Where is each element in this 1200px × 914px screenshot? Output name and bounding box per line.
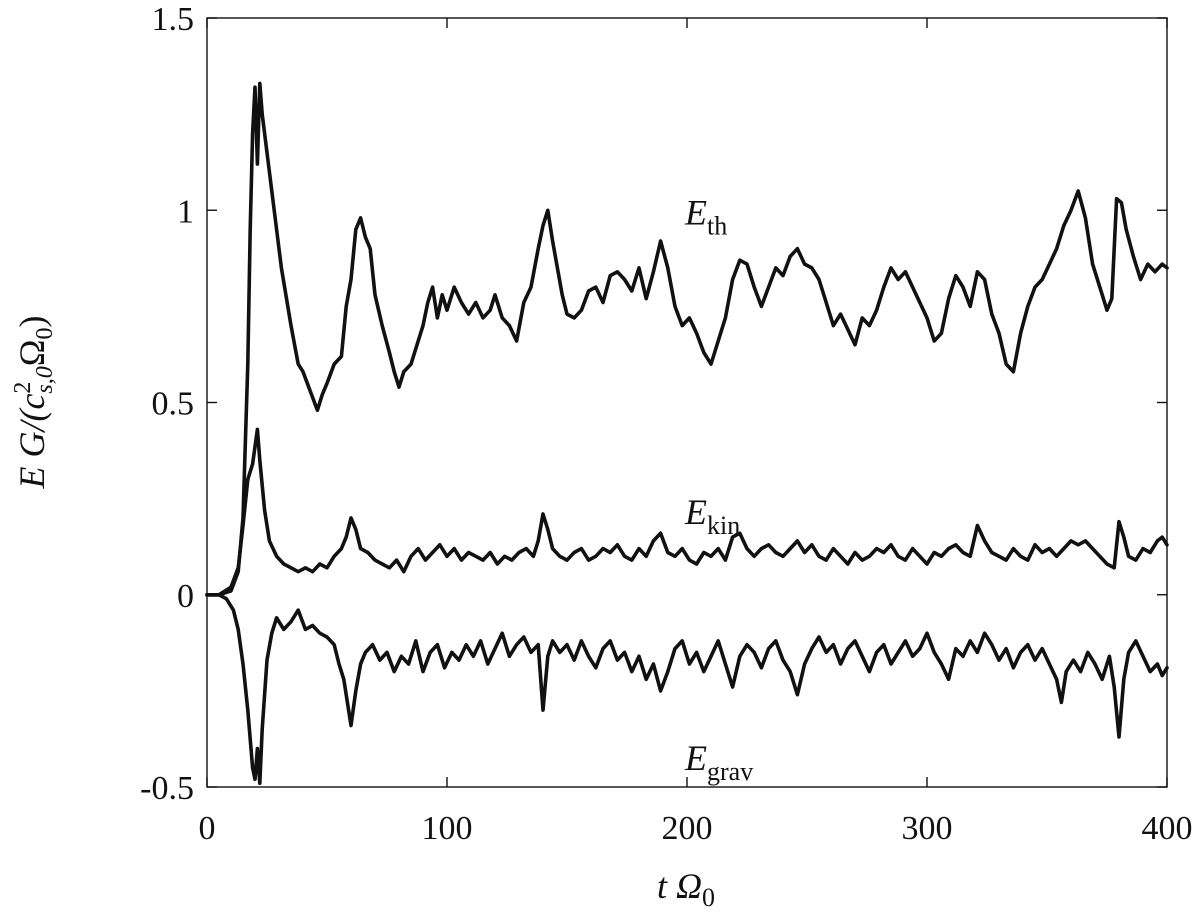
y-tick-label: -0.5 [140,770,194,807]
series-line-e-kin [205,427,1169,597]
y-tick-label: 0.5 [152,386,195,423]
y-axis-label-suffix: ) [12,315,52,327]
y-axis-label-sub2: 0 [32,327,58,339]
series-label-main: E [684,492,707,532]
series-label-e-kin: Ekin [684,492,740,540]
series-label-sub: kin [707,511,740,540]
x-axis-label: t Ω0 [657,866,715,912]
y-axis-label: E G/(c2s,0Ω0) [10,315,58,489]
series-label-main: E [684,738,707,778]
x-tick-label: 400 [1142,810,1193,847]
series-label-e-th: Eth [684,192,727,240]
y-axis-label-sup: 2 [10,382,36,394]
plot-background [207,18,1167,787]
series-line-e-grav [205,593,1169,785]
y-tick-label: 1 [177,193,194,230]
x-tick-label: 300 [902,810,953,847]
y-axis-label-sub: s,0 [32,366,58,393]
series-label-sub: th [707,211,727,240]
x-tick-label: 100 [422,810,473,847]
series-label-main: E [684,192,707,232]
x-axis-label-main: t Ω [657,866,702,906]
x-axis-label-sub: 0 [702,883,715,912]
series-label-sub: grav [707,757,753,786]
x-tick-label: 0 [199,810,216,847]
y-tick-label: 0 [177,578,194,615]
y-axis-label-mid: Ω [12,339,52,366]
y-axis-label-prefix: E G/(c [12,394,52,490]
y-tick-label: 1.5 [152,1,195,38]
series-layer [205,81,1169,785]
series-label-e-grav: Egrav [684,738,753,786]
tick-layer: 0 100 200 300 400-0.500.511.5 [140,1,1192,847]
x-tick-label: 200 [662,810,713,847]
series-line-e-th [205,81,1169,597]
